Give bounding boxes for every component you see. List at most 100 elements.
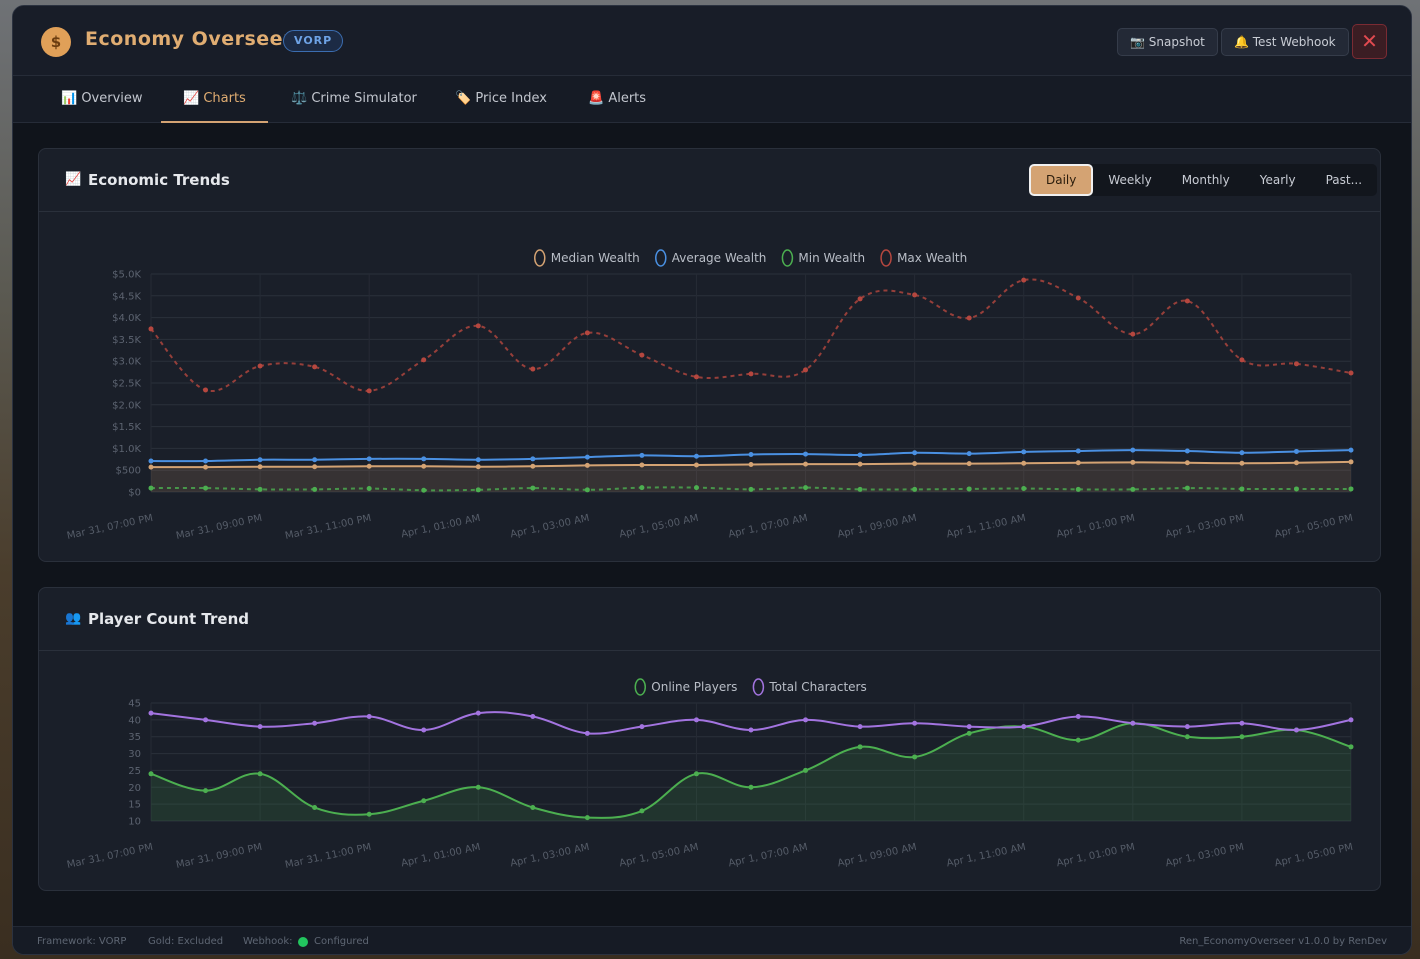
point <box>366 456 372 462</box>
footer-text: Ren_EconomyOverseer v1.0.0 by RenDev <box>1179 936 1387 947</box>
x-tick-label: Mar 31, 11:00 PM <box>284 842 372 871</box>
point <box>1075 486 1081 492</box>
point <box>312 805 318 811</box>
tab[interactable]: 📊 Overview <box>39 76 165 123</box>
point <box>1348 717 1354 723</box>
tab-label: Charts <box>203 91 246 106</box>
chart: $0 $500 $1.0K $1.5K $2.0K $2.5K $3.0K $3.5K $4.0… <box>66 249 1354 542</box>
logo: $ <box>41 27 71 57</box>
point <box>966 724 972 730</box>
point <box>1075 737 1081 743</box>
x-tick-label: Apr 1, 01:00 PM <box>1056 513 1136 540</box>
y-tick-label: $4.5K <box>112 291 141 302</box>
point <box>257 457 263 463</box>
line <box>150 278 1352 393</box>
y-tick-label: 25 <box>128 766 141 777</box>
point <box>693 717 699 723</box>
point <box>148 464 154 470</box>
legend-swatch <box>752 678 765 696</box>
point <box>584 462 590 468</box>
player-card: 👥 Player Count Trend 10 15 20 25 30 35 40 45 Mar… <box>38 587 1381 891</box>
close-button[interactable]: ✕ <box>1352 24 1387 59</box>
point <box>1239 486 1245 492</box>
tab[interactable]: 📈 Charts <box>161 76 268 123</box>
card-title: Economic Trends <box>88 171 230 189</box>
chart: 10 15 20 25 30 35 40 45 Mar 31, 07:00 PM Mar 31, … <box>66 678 1354 871</box>
point <box>966 315 972 321</box>
legend-label: Min Wealth <box>798 251 865 265</box>
point <box>1021 724 1027 730</box>
area <box>151 461 1351 492</box>
x-tick-label: Mar 31, 07:00 PM <box>66 513 154 542</box>
point <box>1293 448 1299 454</box>
x-tick-label: Apr 1, 03:00 PM <box>1165 513 1245 540</box>
y-tick-label: 20 <box>128 783 141 794</box>
legend: Median Wealth Average Wealth Min Wealth Max… <box>534 249 967 267</box>
point <box>584 730 590 736</box>
point <box>530 713 536 719</box>
tab[interactable]: ⚖️ Crime Simulator <box>269 76 439 123</box>
point <box>421 727 427 733</box>
point <box>1130 459 1136 465</box>
range-button[interactable]: Past... <box>1325 173 1363 187</box>
point <box>1239 460 1245 466</box>
point <box>584 487 590 493</box>
point <box>475 323 481 329</box>
footer-text: Configured <box>314 936 369 947</box>
legend-label: Median Wealth <box>551 251 640 265</box>
x-tick-label: Apr 1, 01:00 AM <box>400 842 481 870</box>
point <box>1021 486 1027 492</box>
range-button[interactable]: Monthly <box>1181 173 1230 187</box>
point <box>1075 460 1081 466</box>
point <box>257 771 263 777</box>
point <box>148 458 154 464</box>
point <box>366 713 372 719</box>
point <box>693 771 699 777</box>
snapshot-button[interactable]: 📷 Snapshot <box>1117 28 1218 56</box>
point <box>366 388 372 394</box>
footer-text: Webhook: <box>243 936 293 947</box>
point <box>1239 734 1245 740</box>
range-button[interactable]: Yearly <box>1259 173 1296 187</box>
point <box>748 486 754 492</box>
icon: 📷 <box>1130 35 1149 49</box>
range-button[interactable]: Daily <box>1029 164 1094 196</box>
point <box>1021 277 1027 283</box>
point <box>421 456 427 462</box>
point <box>1239 357 1245 363</box>
point <box>857 296 863 302</box>
y-tick-label: $5.0K <box>112 270 141 281</box>
icon: 🔔 <box>1234 35 1253 49</box>
point <box>639 462 645 468</box>
point <box>639 808 645 814</box>
x-tick-label: Mar 31, 07:00 PM <box>66 842 154 871</box>
point <box>475 457 481 463</box>
point <box>966 461 972 467</box>
point <box>912 292 918 298</box>
card-header: 👥 Player Count Trend <box>39 588 1380 651</box>
point <box>1293 727 1299 733</box>
x-tick-label: Apr 1, 01:00 AM <box>400 513 481 541</box>
y-tick-label: 15 <box>128 800 141 811</box>
legend-swatch <box>534 249 546 267</box>
point <box>1293 460 1299 466</box>
icon: 🏷️ <box>455 91 476 106</box>
range-button[interactable]: Weekly <box>1108 173 1152 187</box>
point <box>803 717 809 723</box>
tab-bar: 📊 Overview 📈 Charts ⚖️ Crime Simulator 🏷️ P… <box>13 76 1411 123</box>
y-tick-label: $2.0K <box>112 400 141 411</box>
legend-label: Max Wealth <box>897 251 967 265</box>
webhook-button[interactable]: 🔔 Test Webhook <box>1221 28 1349 56</box>
x-tick-label: Apr 1, 03:00 AM <box>509 842 590 870</box>
footer: Framework: VORP Gold: Excluded Webhook: … <box>13 926 1411 954</box>
point <box>748 784 754 790</box>
point <box>1184 448 1190 454</box>
x-tick-label: Apr 1, 11:00 AM <box>946 513 1027 541</box>
tab[interactable]: 🚨 Alerts <box>566 76 668 123</box>
point <box>203 717 209 723</box>
point <box>912 720 918 726</box>
point <box>203 788 209 794</box>
x-tick-label: Apr 1, 05:00 PM <box>1274 842 1354 869</box>
point <box>1348 486 1354 492</box>
tab[interactable]: 🏷️ Price Index <box>433 76 569 123</box>
